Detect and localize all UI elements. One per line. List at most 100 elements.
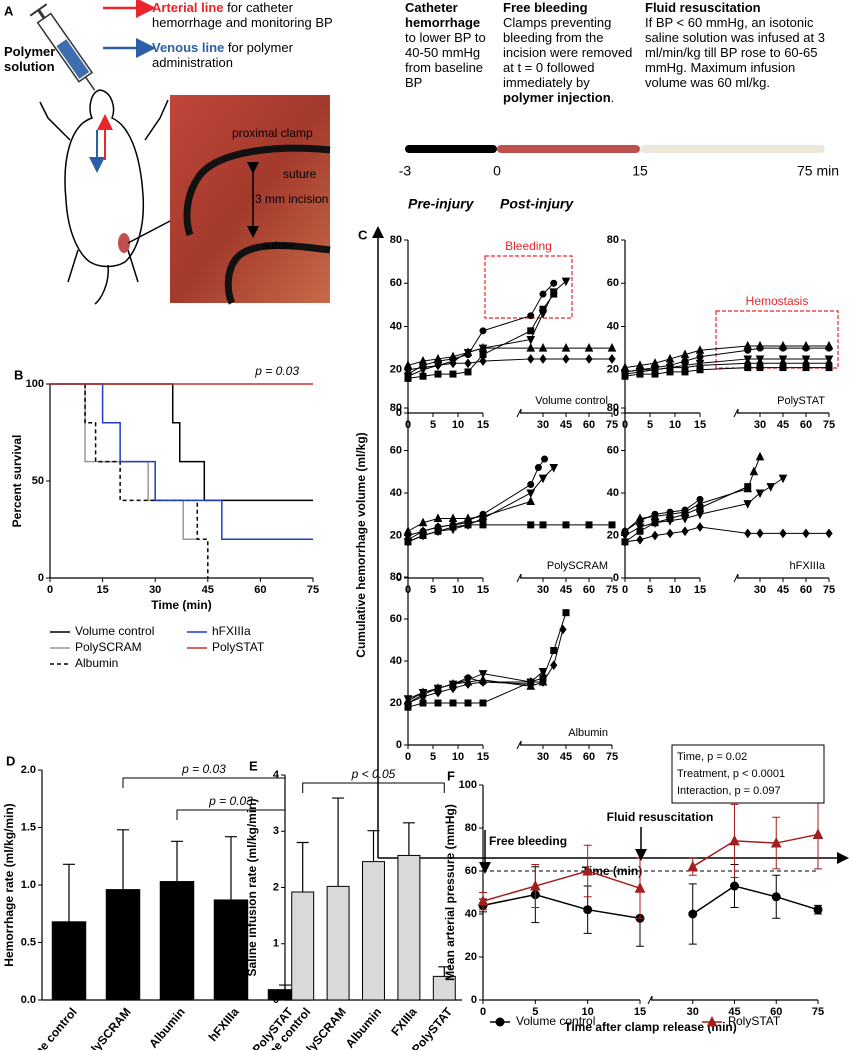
marker: [562, 609, 570, 617]
x-tick-label: 15: [477, 751, 489, 763]
marker: [666, 528, 674, 539]
x-tick-label: 15: [694, 419, 706, 431]
marker: [464, 517, 472, 528]
marker: [749, 466, 759, 476]
bar: [51, 921, 87, 1001]
marker: [665, 353, 675, 363]
x-tick-label: 15: [477, 584, 489, 596]
marker: [620, 370, 630, 380]
marker: [824, 355, 834, 365]
marker: [779, 528, 787, 539]
marker: [539, 354, 547, 364]
y-tick-label: 80: [465, 822, 477, 834]
error-bar: [117, 829, 129, 890]
subplot-title: PolySTAT: [777, 395, 825, 407]
marker: [695, 345, 705, 354]
legend-label: hFXIIIa: [212, 624, 251, 638]
marker: [549, 464, 559, 473]
x-tick-label: 45: [777, 419, 789, 431]
x-tick-label: 10: [669, 419, 681, 431]
x-tick-label: 30: [537, 584, 549, 596]
panel-label: D: [6, 753, 15, 768]
marker: [824, 340, 834, 350]
x-tick-label: 45: [560, 584, 572, 596]
x-tick-label: 60: [800, 584, 812, 596]
y-tick-label: 0.5: [21, 936, 36, 948]
photo-label: 3 mm incision: [255, 192, 328, 206]
marker: [696, 522, 704, 532]
marker: [621, 537, 629, 547]
x-tick-label: 30: [537, 419, 549, 431]
x-tick-label: 15: [694, 584, 706, 596]
x-tick-label: 45: [777, 584, 789, 596]
marker: [561, 277, 571, 287]
timeline-tick: 15: [632, 163, 648, 179]
marker: [730, 881, 739, 891]
y-tick-label: 20: [465, 951, 477, 963]
phase-desc: If BP < 60 mmHg, an isotonic saline solu…: [645, 15, 825, 90]
axis-break: [733, 573, 739, 583]
x-tick-label: 30: [754, 584, 766, 596]
marker: [479, 515, 487, 526]
x-tick-label: 5: [647, 419, 653, 431]
annotation: p = 0.03: [254, 364, 299, 378]
panel-label: E: [249, 758, 258, 773]
y-tick-label: 60: [607, 444, 619, 456]
marker: [608, 354, 616, 364]
marker: [695, 359, 705, 369]
connector: [127, 219, 173, 244]
error-bar: [225, 836, 237, 900]
timeline-segment: [640, 145, 825, 153]
incision-site: [118, 233, 130, 253]
x-tick-label: 15: [477, 419, 489, 431]
bar: [213, 899, 249, 1001]
marker: [696, 353, 704, 361]
marker: [744, 528, 752, 539]
phase-bold: polymer injection: [503, 90, 611, 105]
x-tick-label: 75: [606, 584, 618, 596]
x-tick-label: 30: [149, 584, 161, 596]
syringe: [29, 3, 96, 91]
marker: [681, 526, 689, 537]
marker: [755, 451, 765, 461]
marker: [527, 354, 535, 364]
marker: [539, 521, 547, 529]
axis-break: [516, 740, 522, 750]
panel-label: B: [14, 367, 23, 382]
x-tick-label: 30: [537, 751, 549, 763]
x-tick-label: 60: [254, 584, 266, 596]
panel-label: A: [4, 3, 14, 18]
marker: [743, 355, 753, 365]
marker: [778, 474, 788, 484]
error-bar: [332, 797, 345, 887]
x-tick-label: 0: [47, 584, 53, 596]
marker: [635, 368, 645, 378]
marker: [584, 343, 594, 352]
x-tick-label: Albumin: [343, 1005, 385, 1050]
x-tick-label: 45: [728, 1006, 740, 1018]
marker: [650, 366, 660, 375]
marker: [419, 362, 427, 373]
marker: [585, 521, 593, 529]
y-tick-label: 20: [390, 697, 402, 709]
marker: [651, 530, 659, 541]
y-tick-label: 40: [390, 487, 402, 499]
y-tick-label: 100: [459, 779, 477, 791]
marker: [755, 489, 765, 499]
marker: [695, 510, 705, 520]
marker: [527, 521, 535, 529]
subplot-title: Volume control: [535, 395, 608, 407]
marker: [418, 517, 428, 527]
y-tick-label: 2: [273, 881, 279, 893]
x-tick-label: 10: [452, 751, 464, 763]
y-tick-label: 40: [465, 908, 477, 920]
marker: [621, 527, 629, 535]
marker: [495, 1017, 505, 1027]
stats-line: Time, p = 0.02: [677, 751, 747, 763]
marker: [607, 343, 617, 352]
series-line: [407, 612, 567, 708]
marker: [666, 508, 674, 516]
y-tick-label: 60: [390, 277, 402, 289]
x-tick-label: 75: [812, 1006, 824, 1018]
x-tick-label: 10: [582, 1006, 594, 1018]
